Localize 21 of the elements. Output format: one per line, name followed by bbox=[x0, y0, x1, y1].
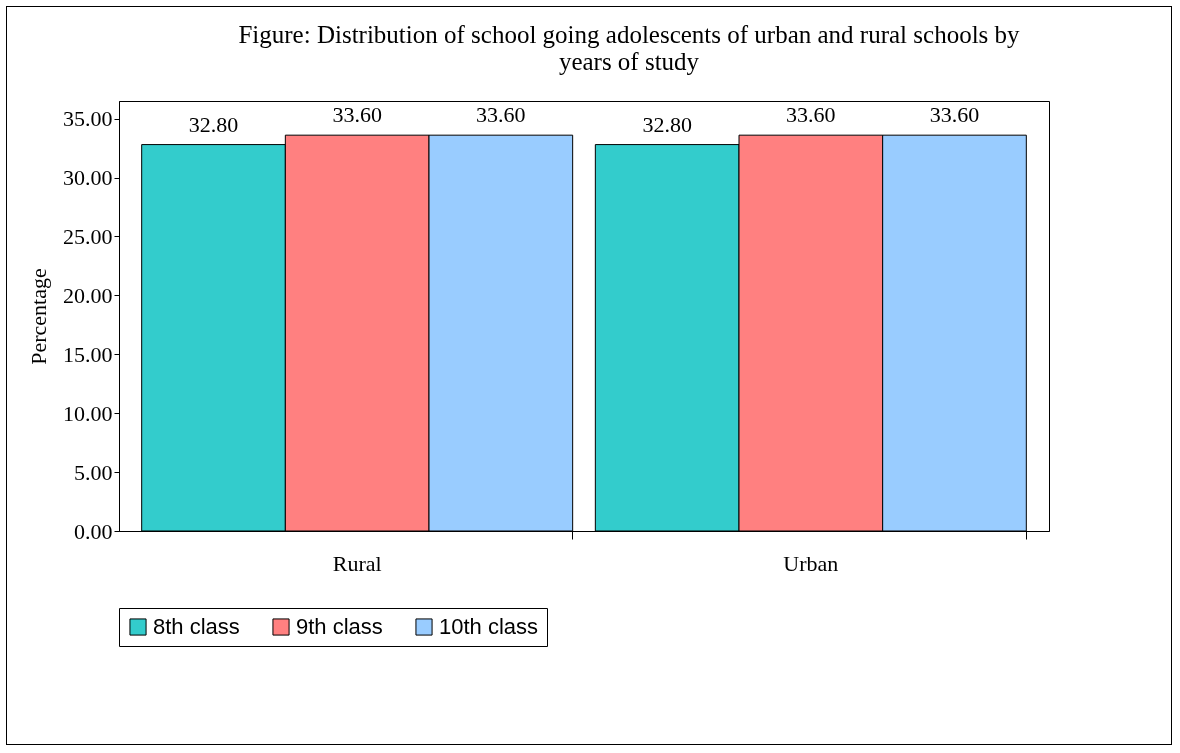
y-tick-label: 25.00 bbox=[63, 223, 113, 249]
data-label: 33.60 bbox=[332, 102, 382, 128]
legend-label: 8th class bbox=[153, 614, 240, 639]
legend-label: 10th class bbox=[439, 614, 539, 639]
y-tick-label: 0.00 bbox=[74, 518, 113, 544]
y-tick-label: 15.00 bbox=[63, 341, 113, 367]
y-axis-title: Percentage bbox=[26, 268, 51, 365]
x-tick-label: Urban bbox=[783, 550, 839, 576]
y-tick-label: 10.00 bbox=[63, 400, 113, 426]
legend-label: 9th class bbox=[296, 614, 383, 639]
y-tick-label: 20.00 bbox=[63, 282, 113, 308]
chart-title: Figure: Distribution of school going adolescents of urban and rural schools by years of study bbox=[238, 21, 1021, 75]
data-label: 33.60 bbox=[476, 102, 526, 128]
x-tick-label: Rural bbox=[332, 550, 382, 576]
y-tick-label: 30.00 bbox=[63, 165, 113, 191]
data-label: 33.60 bbox=[786, 102, 836, 128]
data-label: 32.80 bbox=[642, 111, 692, 137]
y-tick-label: 35.00 bbox=[63, 106, 113, 132]
data-label: 32.80 bbox=[188, 111, 239, 137]
data-label: 33.60 bbox=[929, 102, 980, 128]
y-tick-label: 5.00 bbox=[74, 459, 113, 485]
